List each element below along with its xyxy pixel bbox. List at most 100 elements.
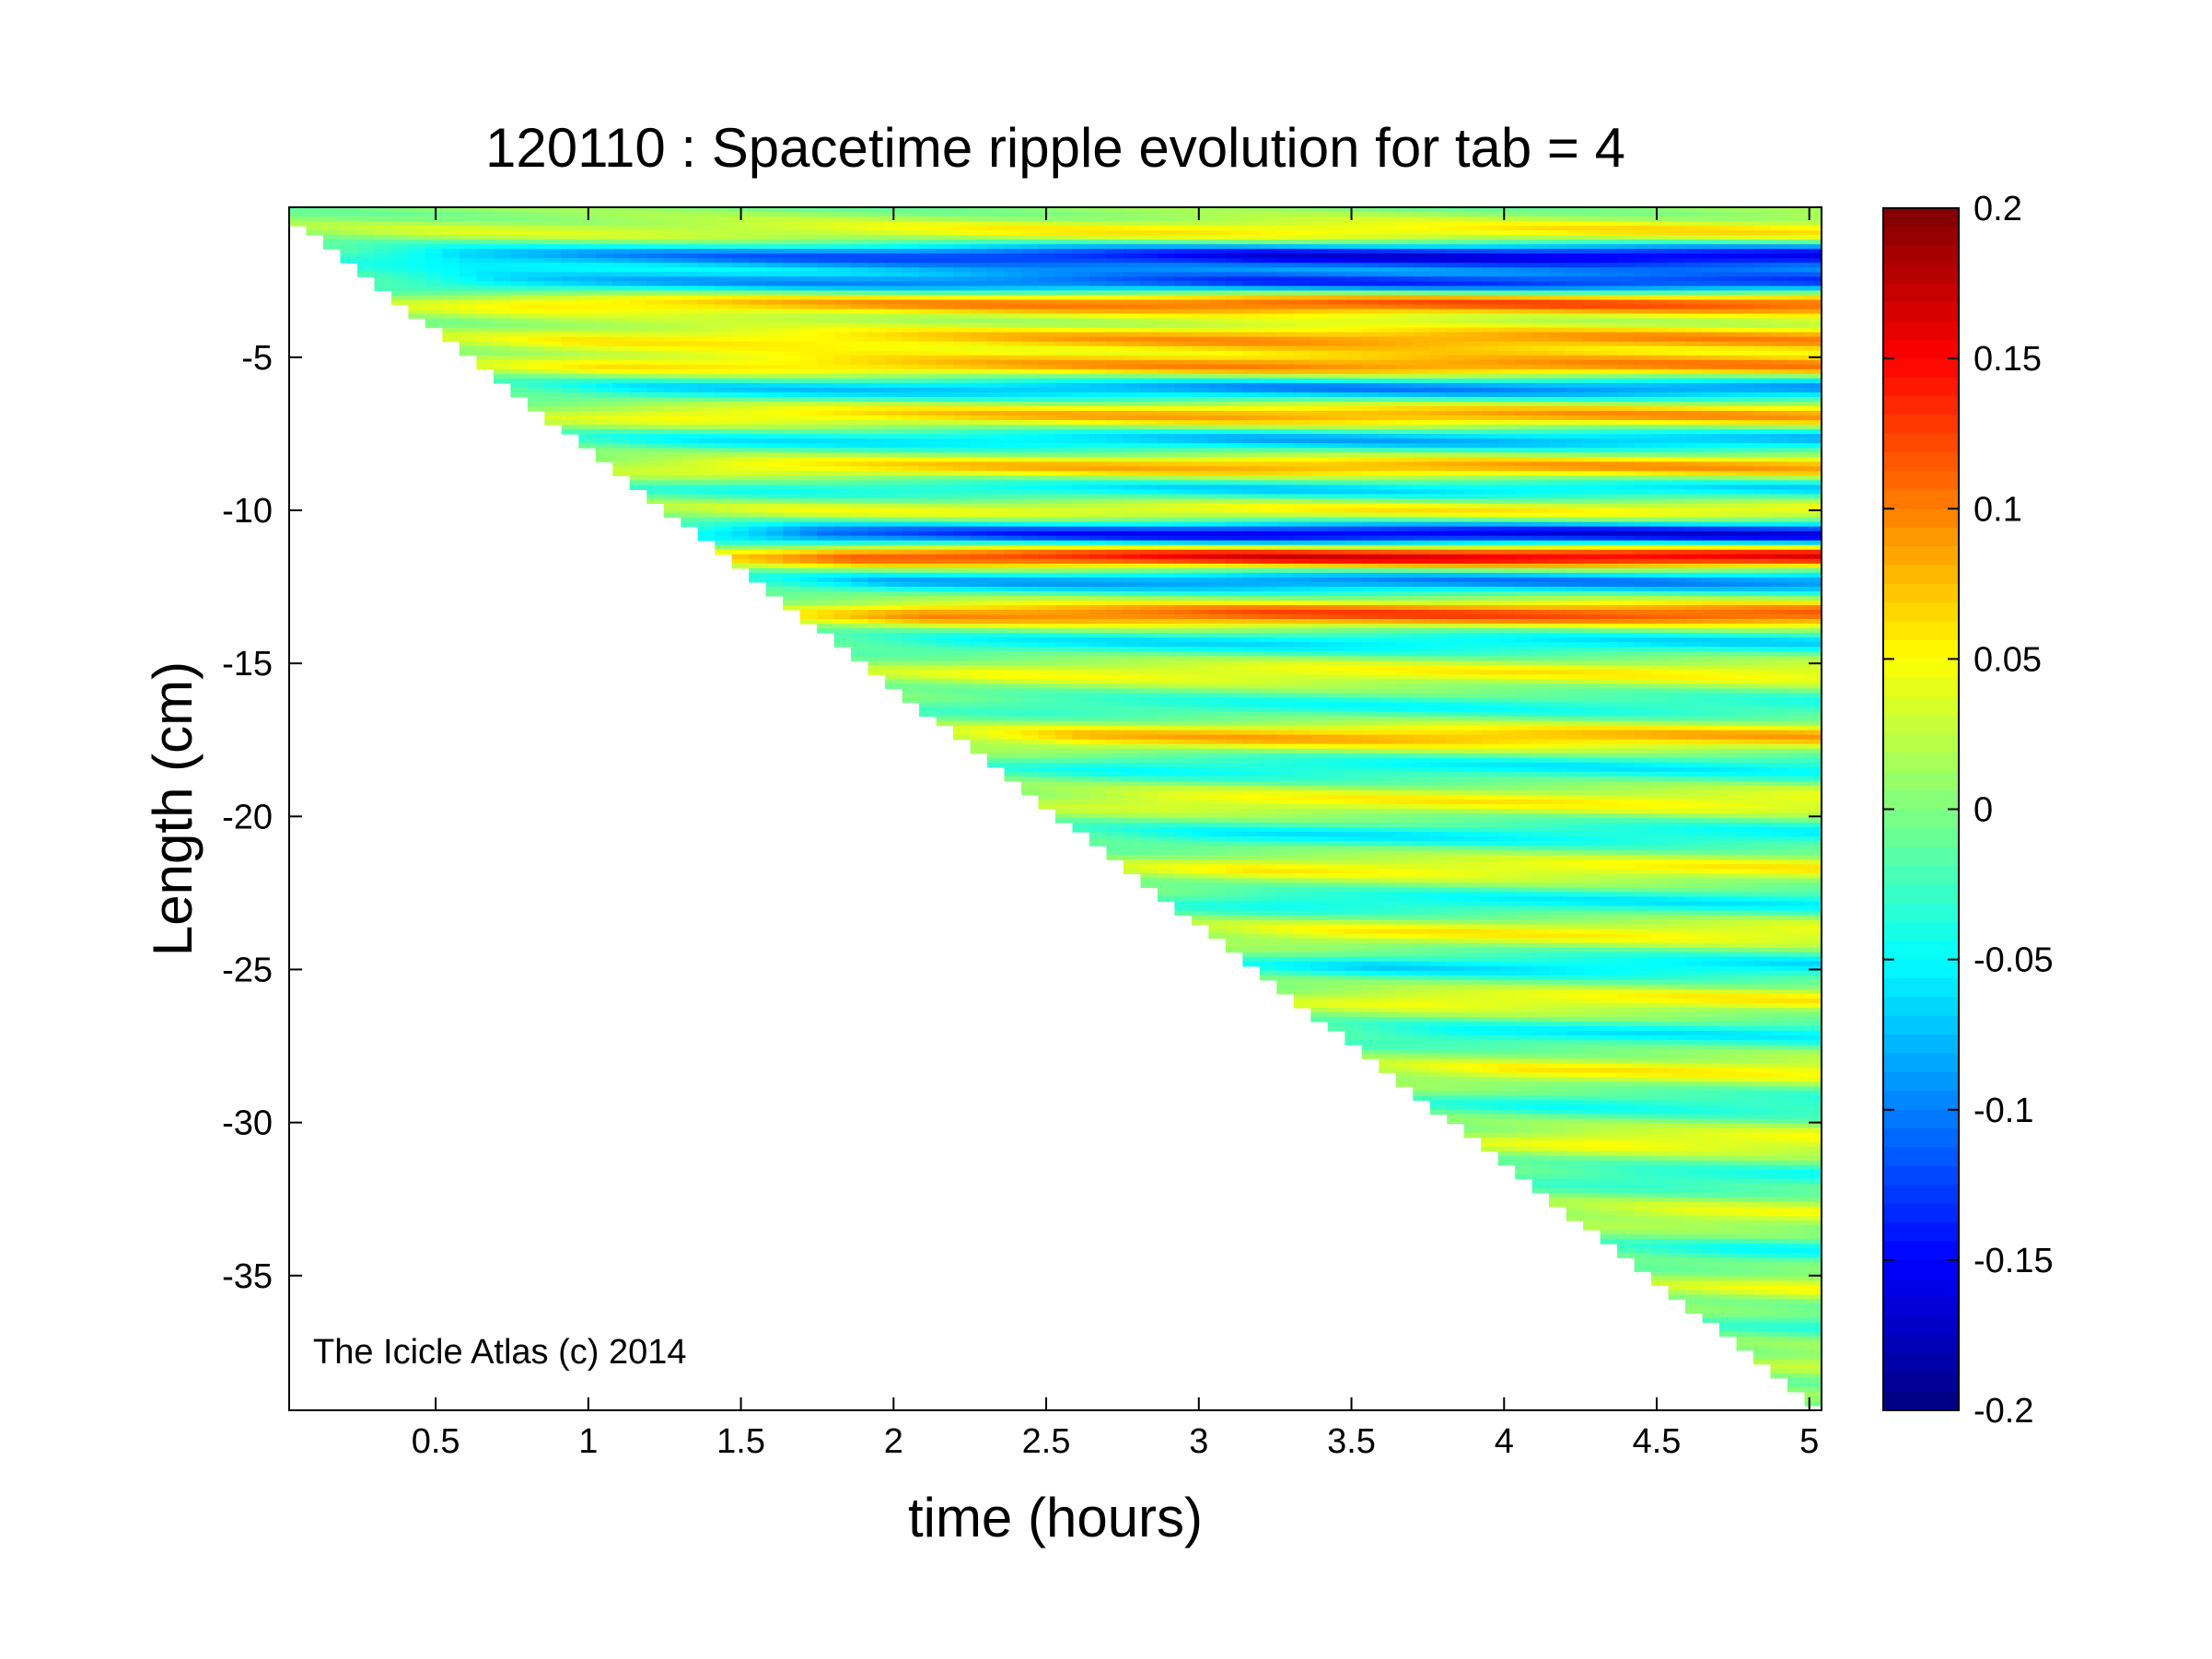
heatmap-cell	[1055, 448, 1074, 453]
heatmap-cell	[987, 665, 1006, 671]
heatmap-cell	[885, 267, 903, 273]
heatmap-cell	[1072, 382, 1090, 389]
heatmap-cell	[1038, 748, 1056, 754]
heatmap-cell	[1123, 466, 1142, 472]
heatmap-cell	[646, 322, 665, 329]
heatmap-cell	[646, 230, 665, 236]
heatmap-cell	[987, 475, 1006, 481]
heatmap-cell	[1225, 716, 1243, 722]
heatmap-cell	[833, 396, 852, 403]
heatmap-cell	[833, 595, 852, 602]
heatmap-cell	[919, 448, 937, 453]
heatmap-cell	[783, 521, 801, 528]
heatmap-cell	[612, 304, 631, 310]
heatmap-cell	[459, 267, 477, 273]
heatmap-cell	[833, 290, 852, 297]
heatmap-cell	[1242, 660, 1261, 666]
heatmap-cell	[1072, 619, 1090, 625]
heatmap-cell	[1123, 665, 1142, 671]
heatmap-cell	[1174, 905, 1193, 912]
heatmap-cell	[765, 544, 784, 551]
heatmap-cell	[612, 332, 631, 338]
heatmap-cell	[1055, 670, 1074, 675]
heatmap-cell	[987, 674, 1006, 680]
heatmap-cell	[919, 457, 937, 462]
heatmap-cell	[1055, 341, 1074, 347]
heatmap-cell	[851, 448, 869, 453]
heatmap-cell	[970, 313, 988, 320]
heatmap-cell	[1123, 322, 1142, 329]
heatmap-cell	[1208, 933, 1227, 940]
heatmap-cell	[970, 253, 988, 259]
heatmap-cell	[867, 411, 886, 416]
heatmap-cell	[612, 457, 631, 462]
heatmap-cell	[1021, 461, 1040, 467]
heatmap-cell	[953, 567, 972, 574]
heatmap-cell	[476, 299, 495, 306]
heatmap-cell	[1140, 813, 1158, 819]
heatmap-cell	[1174, 221, 1193, 227]
heatmap-cell	[408, 216, 426, 222]
heatmap-cell	[425, 221, 443, 227]
heatmap-cell	[731, 226, 750, 231]
heatmap-cell	[663, 304, 681, 310]
heatmap-cell	[936, 614, 954, 620]
heatmap-cell	[936, 535, 954, 542]
heatmap-cell	[1191, 869, 1209, 874]
heatmap-cell	[1225, 471, 1243, 476]
heatmap-cell	[1208, 823, 1227, 828]
heatmap-cell	[851, 378, 869, 384]
heatmap-cell	[749, 359, 767, 366]
heatmap-cell	[765, 401, 784, 407]
heatmap-cell	[697, 221, 716, 227]
heatmap-cell	[885, 425, 903, 430]
heatmap-cell	[561, 309, 579, 315]
heatmap-cell	[1106, 809, 1124, 814]
heatmap-cell	[544, 378, 563, 384]
heatmap-cell	[612, 341, 631, 347]
heatmap-cell	[442, 336, 460, 343]
heatmap-cell	[527, 249, 545, 254]
heatmap-cell	[783, 526, 801, 532]
heatmap-cell	[749, 212, 767, 217]
heatmap-cell	[1106, 207, 1124, 213]
heatmap-cell	[1191, 355, 1209, 361]
heatmap-cell	[1089, 586, 1108, 592]
heatmap-cell	[1004, 521, 1022, 528]
heatmap-cell	[867, 577, 886, 583]
heatmap-cell	[1089, 299, 1108, 306]
heatmap-cell	[1004, 637, 1022, 643]
heatmap-cell	[1208, 789, 1227, 796]
heatmap-cell	[1157, 396, 1176, 403]
heatmap-cell	[851, 230, 869, 236]
heatmap-cell	[1191, 600, 1209, 606]
heatmap-cell	[936, 240, 954, 245]
heatmap-cell	[1123, 730, 1142, 736]
heatmap-cell	[970, 688, 988, 695]
heatmap-cell	[715, 276, 733, 282]
heatmap-cell	[510, 267, 529, 273]
heatmap-cell	[1038, 295, 1056, 301]
heatmap-cell	[936, 508, 954, 514]
heatmap-cell	[663, 508, 681, 514]
heatmap-cell	[1259, 567, 1277, 574]
heatmap-cell	[1174, 503, 1193, 509]
heatmap-cell	[1225, 688, 1243, 695]
heatmap-cell	[681, 429, 699, 435]
heatmap-cell	[987, 299, 1006, 306]
heatmap-cell	[987, 508, 1006, 514]
heatmap-cell	[783, 401, 801, 407]
heatmap-cell	[851, 244, 869, 250]
heatmap-cell	[1259, 489, 1277, 496]
heatmap-cell	[612, 240, 631, 245]
heatmap-cell	[987, 272, 1006, 277]
heatmap-cell	[919, 267, 937, 273]
heatmap-cell	[578, 258, 597, 263]
heatmap-cell	[1072, 512, 1090, 519]
heatmap-cell	[765, 382, 784, 389]
heatmap-cell	[1140, 683, 1158, 689]
heatmap-cell	[442, 304, 460, 310]
heatmap-cell	[919, 327, 937, 333]
heatmap-cell	[783, 581, 801, 588]
heatmap-cell	[1191, 396, 1209, 403]
